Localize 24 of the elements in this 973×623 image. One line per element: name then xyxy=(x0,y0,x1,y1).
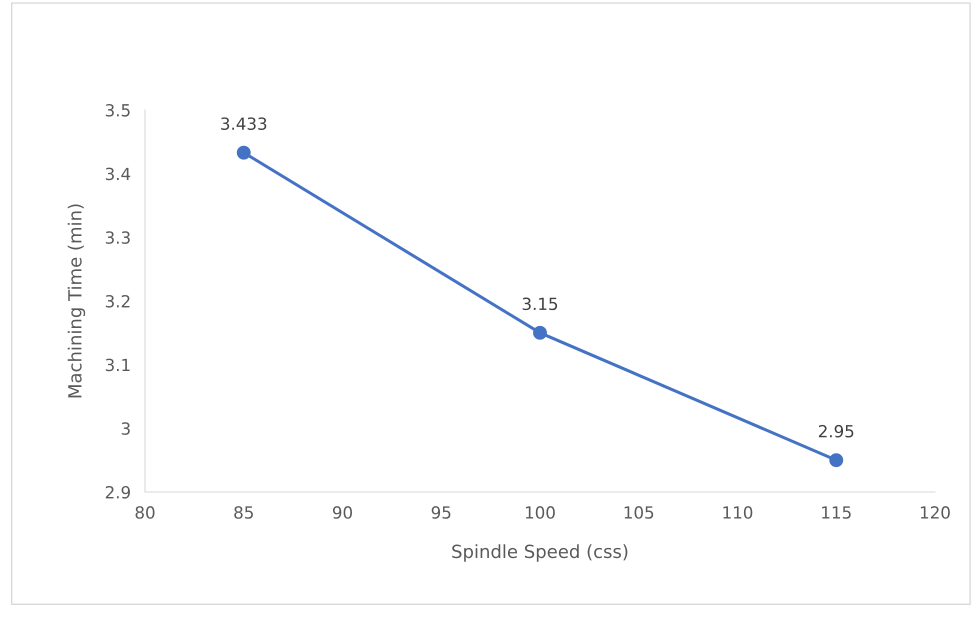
x-tick-label: 105 xyxy=(624,506,654,519)
data-label: 3.433 xyxy=(221,117,266,130)
x-tick-label: 80 xyxy=(136,506,154,519)
data-label: 3.15 xyxy=(522,298,558,310)
x-tick-label: 95 xyxy=(432,506,450,519)
y-tick-label: 3.5 xyxy=(106,104,130,117)
x-axis-title: Spindle Speed (css) xyxy=(452,544,628,562)
point xyxy=(829,453,844,468)
data-label: 2.95 xyxy=(818,424,854,438)
y-tick-label: 3.3 xyxy=(106,231,130,244)
y-tick-label: 3.4 xyxy=(106,168,130,180)
y-tick-label: 3 xyxy=(122,422,130,435)
y-tick-label: 2.9 xyxy=(106,486,130,499)
x-tick-label: 115 xyxy=(822,506,851,519)
point xyxy=(236,146,251,160)
x-tick-label: 100 xyxy=(526,506,555,519)
x-tick-label: 120 xyxy=(920,506,950,519)
y-tick-label: 3.2 xyxy=(106,294,130,308)
point xyxy=(533,326,547,340)
x-tick-label: 85 xyxy=(234,506,253,519)
x-tick-label: 110 xyxy=(723,506,752,519)
y-axis-title: Machining Time (min) xyxy=(68,204,86,398)
x-tick-label: 90 xyxy=(332,506,352,519)
y-tick-label: 3.1 xyxy=(106,358,130,372)
